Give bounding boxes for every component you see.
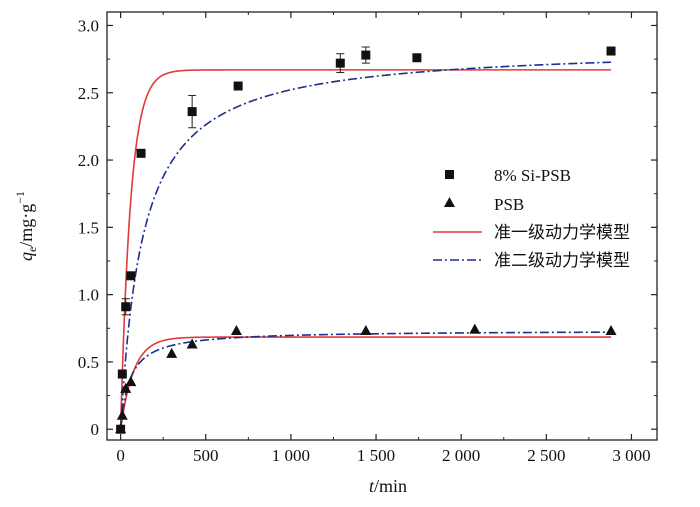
legend-marker-square [445, 170, 454, 179]
pso-fit-line-0 [119, 61, 612, 430]
pfo-fit-line-1 [119, 336, 612, 430]
si-psb-point [606, 46, 616, 56]
legend-label-psb: PSB [494, 195, 524, 214]
y-tick-label: 0.5 [78, 353, 99, 372]
x-tick-label: 1 500 [357, 446, 395, 465]
x-tick-label: 0 [116, 446, 125, 465]
x-axis-title: t/min [369, 476, 407, 496]
x-tick-label: 2 500 [527, 446, 565, 465]
si-psb-point [335, 58, 345, 68]
psb-point [360, 324, 372, 335]
legend-label-pso: 准二级动力学模型 [494, 251, 630, 270]
x-tick-label: 3 000 [612, 446, 650, 465]
si-psb-point [117, 369, 127, 379]
si-psb-point [233, 81, 243, 91]
psb-point [120, 382, 132, 393]
y-tick-label: 0 [91, 420, 100, 439]
legend-label-pfo: 准一级动力学模型 [494, 223, 630, 242]
psb-point [605, 324, 617, 335]
psb-point [115, 423, 127, 434]
y-axis-title: qe/mg·g−1 [13, 191, 39, 261]
legend: 8% Si-PSB PSB 准一级动力学模型 准二级动力学模型 [433, 166, 630, 270]
si-psb-point [187, 107, 197, 117]
y-tick-label: 1.5 [78, 218, 99, 237]
si-psb-point [136, 148, 146, 158]
si-psb-point [121, 302, 131, 312]
x-tick-label: 1 000 [272, 446, 310, 465]
legend-marker-triangle [444, 197, 455, 207]
psb-point [469, 323, 481, 334]
si-psb-point [126, 271, 136, 281]
y-tick-label: 2.0 [78, 151, 99, 170]
psb-point [116, 409, 128, 420]
legend-label-si-psb: 8% Si-PSB [494, 166, 571, 185]
y-tick-label: 1.0 [78, 286, 99, 305]
plot-frame [106, 11, 658, 441]
si-psb-point [361, 50, 371, 60]
fit-curves [119, 61, 612, 430]
psb-point [230, 324, 242, 335]
psb-point [166, 347, 178, 358]
x-tick-label: 500 [193, 446, 219, 465]
y-tick-label: 3.0 [78, 16, 99, 35]
psb-point [125, 376, 137, 387]
x-tick-label: 2 000 [442, 446, 480, 465]
data-markers [115, 46, 617, 434]
y-tick-label: 2.5 [78, 84, 99, 103]
psb-point [186, 338, 198, 349]
si-psb-point [412, 53, 422, 63]
pfo-fit-line-0 [119, 69, 612, 430]
axis-ticks: 0 500 1 000 1 500 2 000 2 500 3 000 0 0.5 1.0 1.5 2… [78, 12, 657, 465]
